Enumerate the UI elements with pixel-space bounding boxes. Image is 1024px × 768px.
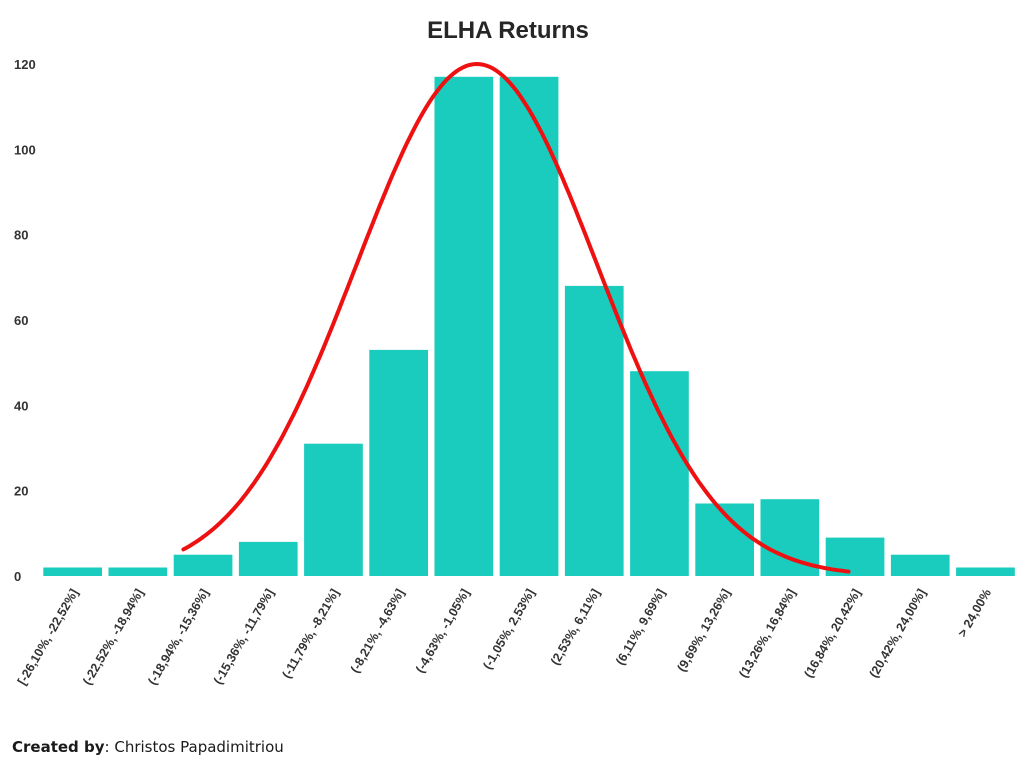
x-tick-label: (20,42%, 24,00%] [867, 586, 929, 680]
x-tick-label: (-8,21%, -4,63%] [348, 587, 407, 676]
y-axis-ticks: 0 20 40 60 80 100 120 [14, 57, 36, 584]
x-tick-label: (6,11%, 9,69%] [613, 587, 668, 668]
y-tick-label: 0 [14, 569, 21, 584]
credit-name: Christos Papadimitriou [114, 738, 284, 756]
normal-curve-group [181, 61, 851, 574]
x-tick-label: > 24,00% [955, 587, 994, 640]
chart-title: ELHA Returns [427, 17, 589, 44]
x-axis-ticks: [-26,10%, -22,52%](-22,52%, -18,94%](-18… [15, 586, 994, 687]
credit-separator: : [104, 738, 115, 756]
credit-label: Created by [12, 738, 105, 756]
x-tick-label: [-26,10%, -22,52%] [15, 587, 81, 688]
x-tick-label: (-15,36%, -11,79%] [211, 587, 277, 687]
x-tick-label: (-22,52%, -18,94%] [80, 587, 146, 688]
bars-group [43, 76, 1015, 577]
x-tick-label: (-18,94%, -15,36%] [145, 587, 211, 688]
x-tick-label: (-11,79%, -8,21%] [279, 587, 341, 681]
x-tick-label: (-1,05%, 2,53%] [480, 587, 537, 672]
y-tick-label: 40 [14, 398, 28, 413]
bar [108, 567, 168, 576]
bar [304, 443, 363, 576]
y-tick-label: 100 [14, 142, 36, 157]
bar [630, 371, 689, 576]
bar [43, 567, 102, 576]
bar [238, 541, 298, 576]
y-tick-label: 120 [14, 57, 36, 72]
bar [564, 285, 624, 576]
bar [499, 76, 559, 577]
bar [956, 567, 1015, 576]
bar [369, 349, 428, 576]
bar [173, 554, 233, 576]
bar [434, 76, 494, 577]
x-tick-label: (2,53%, 6,11%] [548, 587, 603, 668]
normal-curve [181, 61, 851, 574]
bar [890, 554, 950, 576]
y-tick-label: 80 [14, 228, 28, 243]
credit-line: Created by: Christos Papadimitriou [12, 738, 284, 756]
y-tick-label: 60 [14, 313, 28, 328]
histogram-chart: ELHA Returns 0 20 40 60 80 100 120 [-26,10%, -… [14, 17, 1015, 687]
x-tick-label: (16,84%, 20,42%] [801, 587, 863, 681]
x-tick-label: (9,69%, 13,26%] [675, 587, 734, 675]
x-tick-label: (-4,63%, -1,05%] [413, 587, 472, 676]
x-tick-label: (13,26%, 16,84%] [736, 587, 798, 681]
y-tick-label: 20 [14, 484, 28, 499]
